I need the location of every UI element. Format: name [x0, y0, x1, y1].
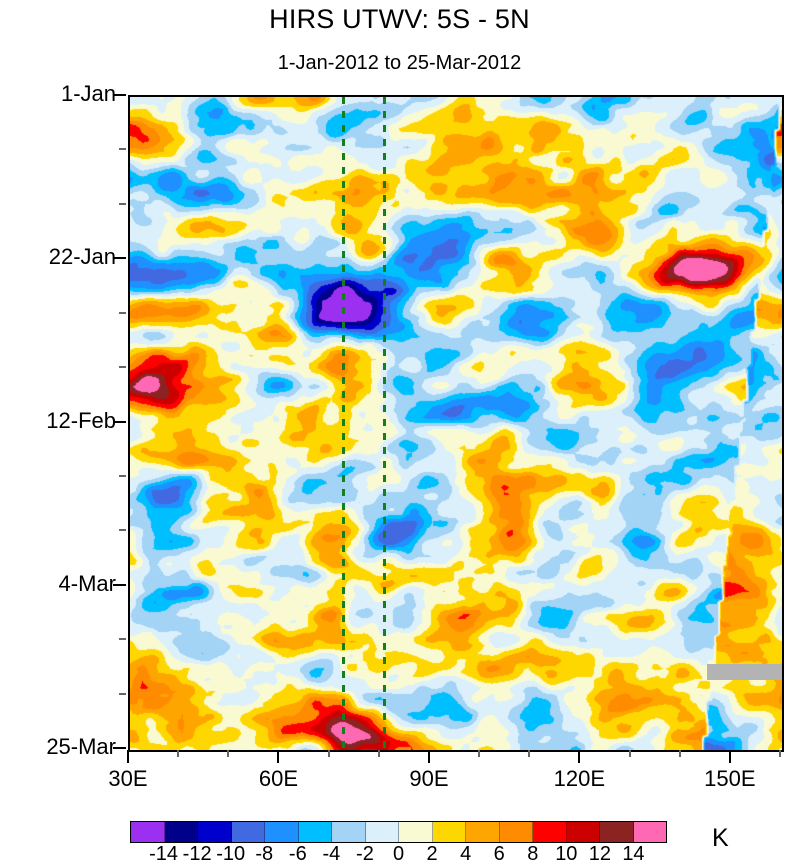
colorbar-tick-label: -6	[288, 843, 307, 865]
y-tick-minor	[119, 366, 126, 369]
colorbar-bin-8	[399, 822, 433, 842]
colorbar-units-label: K	[712, 824, 729, 852]
colorbar[interactable]	[130, 821, 667, 843]
colorbar-tick-label: -10	[216, 843, 246, 865]
missing-data-patch-0	[706, 664, 782, 681]
colorbar-bin-9	[432, 822, 466, 842]
colorbar-tick-label: -8	[255, 843, 274, 865]
y-tick-major	[113, 257, 126, 260]
hovmoller-plot	[128, 95, 784, 752]
x-tick-minor	[177, 750, 180, 757]
y-tick-minor	[119, 311, 126, 314]
colorbar-tick-label: 2	[426, 843, 438, 865]
x-tick-minor	[227, 750, 230, 757]
y-axis-label: 4-Mar	[58, 570, 116, 596]
x-tick-major	[427, 750, 430, 763]
colorbar-tick-label: 14	[622, 843, 645, 865]
x-tick-minor	[678, 750, 681, 757]
colorbar-bin-1	[164, 822, 198, 842]
x-tick-major	[277, 750, 280, 763]
colorbar-tick-label: -4	[322, 843, 341, 865]
colorbar-bin-2	[198, 822, 232, 842]
colorbar-tick-label: 8	[527, 843, 539, 865]
plot-overlay	[130, 97, 782, 750]
colorbar-tick-label: -2	[356, 843, 374, 865]
colorbar-tick-label: 4	[460, 843, 472, 865]
colorbar-bin-3	[231, 822, 265, 842]
x-tick-minor	[478, 750, 481, 757]
x-tick-major	[127, 750, 129, 763]
y-axis-label: 25-Mar	[46, 734, 116, 759]
y-tick-major	[113, 583, 126, 586]
x-tick-major	[578, 750, 581, 763]
colorbar-bin-10	[466, 822, 500, 842]
x-tick-minor	[779, 750, 781, 757]
x-axis-label: 150E	[704, 766, 756, 791]
colorbar-tick-label: 6	[493, 843, 505, 865]
colorbar-tick-label: 0	[392, 843, 405, 865]
colorbar-bin-6	[332, 822, 366, 842]
colorbar-bin-0	[131, 822, 165, 842]
x-axis-label: 60E	[258, 766, 299, 791]
y-axis-label: 1-Jan	[60, 81, 116, 106]
colorbar-bin-12	[533, 822, 567, 842]
x-tick-minor	[628, 750, 631, 757]
colorbar-bin-4	[265, 822, 299, 842]
colorbar-tick-label: 12	[588, 843, 611, 865]
y-tick-minor	[119, 529, 126, 532]
x-axis-label: 120E	[553, 766, 606, 791]
x-tick-minor	[327, 750, 330, 757]
colorbar-bin-14	[600, 822, 634, 842]
page-subtitle: 1-Jan-2012 to 25-Mar-2012	[277, 52, 522, 74]
x-tick-minor	[528, 750, 531, 757]
colorbar-bin-13	[566, 822, 600, 842]
y-tick-minor	[119, 148, 126, 151]
x-tick-minor	[377, 750, 380, 757]
colorbar-bin-11	[499, 822, 533, 842]
colorbar-tick-label: 10	[555, 843, 578, 865]
y-tick-minor	[119, 202, 126, 205]
x-axis-label: 90E	[409, 766, 449, 791]
reference-line-0	[342, 97, 346, 750]
y-tick-minor	[119, 638, 126, 641]
y-tick-major	[113, 420, 126, 423]
x-axis-label: 30E	[108, 766, 148, 791]
y-tick-major	[113, 94, 126, 96]
y-tick-minor	[119, 474, 126, 477]
y-tick-major	[113, 747, 126, 749]
colorbar-tick-label: -14	[149, 843, 179, 865]
colorbar-bin-7	[365, 822, 399, 842]
colorbar-tick-label: -12	[182, 843, 212, 865]
reference-line-1	[383, 97, 387, 750]
heatmap-canvas	[130, 97, 782, 750]
x-tick-major	[728, 750, 731, 763]
y-axis-label: 12-Feb	[46, 407, 116, 433]
colorbar-bin-15	[633, 822, 666, 842]
colorbar-bin-5	[298, 822, 332, 842]
y-tick-minor	[119, 692, 126, 695]
page-title: HIRS UTWV: 5S - 5N	[269, 4, 530, 34]
y-axis-label: 22-Jan	[48, 244, 116, 270]
